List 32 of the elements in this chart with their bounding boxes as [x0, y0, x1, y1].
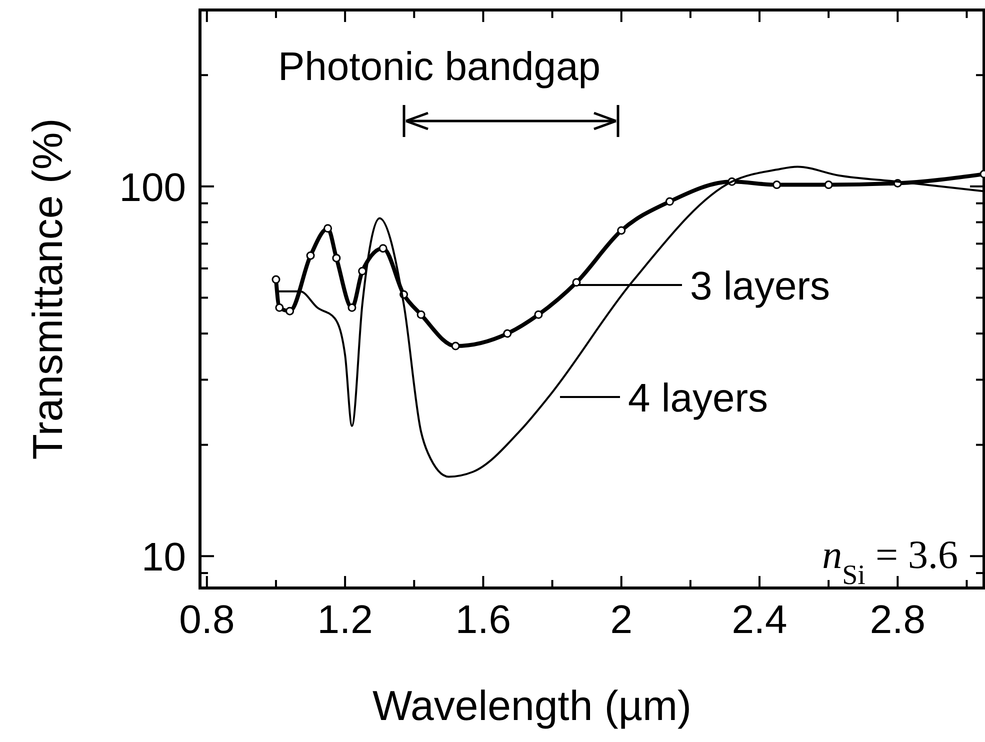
- point: [572, 278, 581, 287]
- point: [378, 244, 388, 253]
- annotation: Photonic bandgap: [278, 45, 600, 89]
- point: [275, 303, 284, 312]
- x-tick-label: 2.8: [870, 598, 926, 642]
- point: [286, 306, 294, 316]
- point: [665, 197, 674, 206]
- point: [503, 329, 512, 338]
- point: [416, 310, 426, 319]
- point: [348, 303, 356, 312]
- point: [272, 275, 280, 284]
- point: [324, 224, 332, 233]
- point: [332, 254, 341, 262]
- x-tick-label: 0.8: [179, 598, 235, 642]
- point: [824, 180, 833, 190]
- point: [534, 310, 543, 319]
- y-tick-label: 100: [119, 166, 186, 210]
- x-tick-label: 2: [610, 598, 632, 642]
- y-axis-title: Transmittance (%): [24, 118, 71, 460]
- point: [358, 266, 367, 276]
- legend-label: 3 layers: [690, 264, 830, 308]
- point: [772, 180, 782, 190]
- annotation: n$_{Si}$ = 3.6: [822, 532, 958, 590]
- legend-label: 4 layers: [628, 376, 768, 420]
- x-tick-label: 2.4: [732, 598, 788, 642]
- y-tick-label: 10: [142, 536, 186, 580]
- point: [617, 226, 626, 235]
- point: [451, 342, 460, 350]
- x-tick-label: 1.2: [317, 598, 373, 642]
- x-tick-label: 1.6: [455, 598, 512, 642]
- x-axis-title: Wavelength (µm): [372, 682, 692, 729]
- point: [306, 251, 315, 260]
